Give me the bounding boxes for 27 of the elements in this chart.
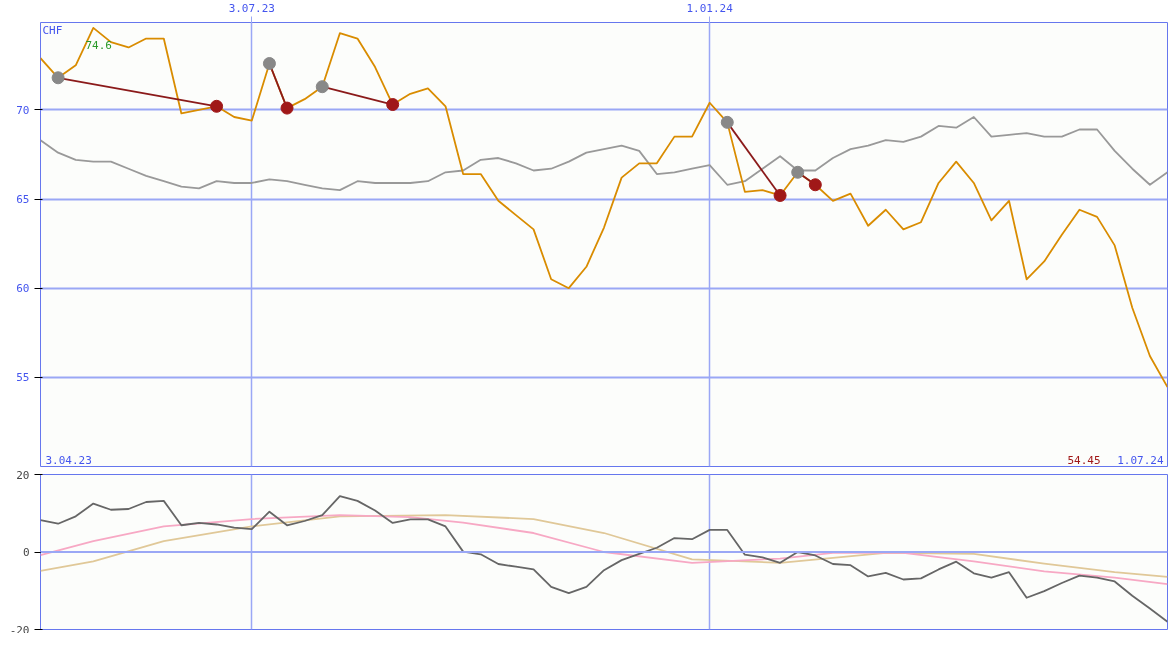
point <box>280 101 294 115</box>
point <box>386 98 400 112</box>
point <box>808 178 822 192</box>
x-tick-label: 1.01.24 <box>686 1 734 15</box>
point <box>210 99 224 113</box>
line-series <box>40 26 1168 389</box>
y-tick-label: 70 <box>16 103 30 117</box>
y-tick-label: -20 <box>9 623 30 637</box>
line-series <box>40 495 1168 623</box>
point <box>720 115 734 129</box>
annotation: 74.6 <box>85 38 112 52</box>
point <box>262 57 276 70</box>
y-tick-label: 65 <box>16 193 30 207</box>
point <box>791 165 805 179</box>
point <box>51 71 65 85</box>
point <box>315 80 329 94</box>
annotation: 54.45 <box>1067 453 1101 467</box>
y-tick-label: 0 <box>22 546 30 559</box>
y-axis-title: CHF <box>42 23 63 37</box>
y-tick-label: 60 <box>16 282 30 296</box>
line-series <box>40 116 1168 192</box>
y-tick-label: 20 <box>16 468 30 482</box>
annotation: 1.07.24 <box>1117 453 1164 467</box>
point <box>773 188 787 202</box>
y-tick-label: 55 <box>16 371 30 385</box>
annotation: 3.04.23 <box>45 453 92 467</box>
x-tick-label: 3.07.23 <box>228 1 275 15</box>
